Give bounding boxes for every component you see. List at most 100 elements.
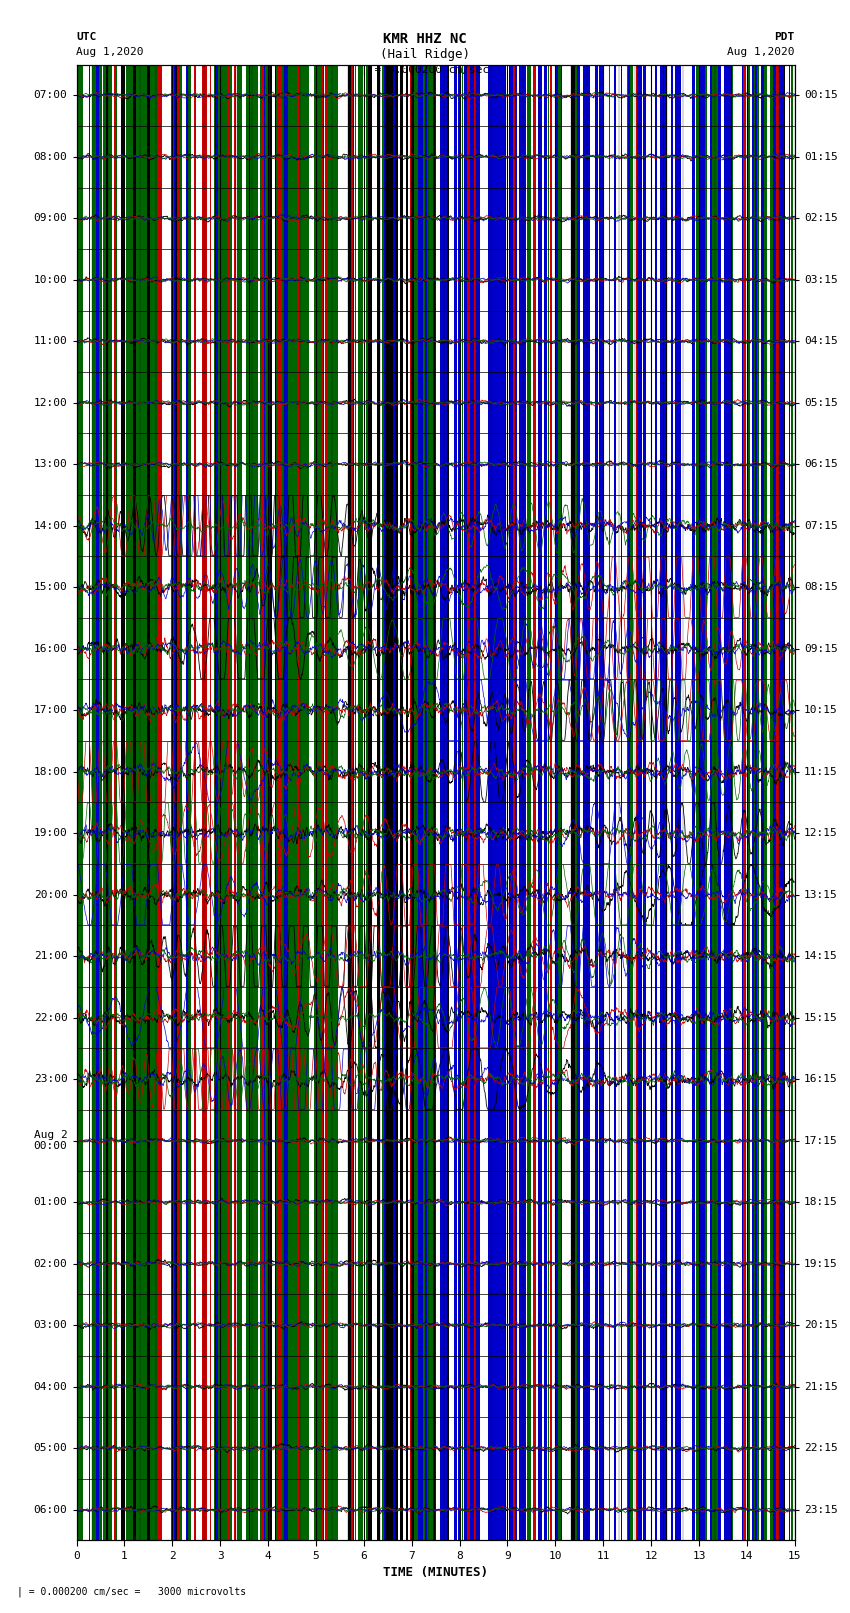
Bar: [538, 65, 541, 1540]
Bar: [131, 65, 133, 1540]
Bar: [246, 65, 249, 1540]
Bar: [544, 65, 547, 1540]
Bar: [651, 65, 652, 1540]
Bar: [508, 65, 510, 1540]
Bar: [510, 65, 513, 1540]
Bar: [417, 65, 419, 1540]
Bar: [678, 65, 681, 1540]
Bar: [628, 65, 630, 1540]
Bar: [116, 65, 117, 1540]
Bar: [128, 65, 129, 1540]
Bar: [286, 65, 288, 1540]
Bar: [570, 65, 571, 1540]
Bar: [513, 65, 515, 1540]
Bar: [747, 65, 751, 1540]
Bar: [429, 65, 434, 1540]
Bar: [476, 65, 479, 1540]
Bar: [230, 65, 232, 1540]
Bar: [292, 65, 293, 1540]
Bar: [770, 65, 774, 1540]
Bar: [316, 65, 319, 1540]
Bar: [761, 65, 764, 1540]
Bar: [136, 65, 139, 1540]
Bar: [696, 65, 700, 1540]
Bar: [400, 65, 403, 1540]
Bar: [332, 65, 334, 1540]
Bar: [717, 65, 718, 1540]
Bar: [636, 65, 638, 1540]
Bar: [351, 65, 353, 1540]
Bar: [575, 65, 577, 1540]
Bar: [434, 65, 436, 1540]
Bar: [533, 65, 536, 1540]
Bar: [218, 65, 219, 1540]
Bar: [491, 65, 494, 1540]
Bar: [595, 65, 598, 1540]
Bar: [577, 65, 580, 1540]
Bar: [237, 65, 241, 1540]
Bar: [474, 65, 475, 1540]
Bar: [638, 65, 639, 1540]
Bar: [216, 65, 218, 1540]
Bar: [264, 65, 265, 1540]
Bar: [556, 65, 558, 1540]
Bar: [599, 65, 603, 1540]
Bar: [261, 65, 263, 1540]
Bar: [241, 65, 242, 1540]
Bar: [756, 65, 758, 1540]
Bar: [328, 65, 332, 1540]
Bar: [583, 65, 586, 1540]
Bar: [305, 65, 309, 1540]
Bar: [479, 65, 480, 1540]
Bar: [348, 65, 351, 1540]
Bar: [368, 65, 371, 1540]
Bar: [201, 65, 204, 1540]
X-axis label: TIME (MINUTES): TIME (MINUTES): [383, 1566, 488, 1579]
Bar: [222, 65, 224, 1540]
Bar: [515, 65, 517, 1540]
Bar: [144, 65, 147, 1540]
Bar: [147, 65, 150, 1540]
Bar: [586, 65, 588, 1540]
Bar: [263, 65, 264, 1540]
Bar: [139, 65, 141, 1540]
Bar: [275, 65, 278, 1540]
Bar: [108, 65, 111, 1540]
Bar: [283, 65, 284, 1540]
Bar: [410, 65, 411, 1540]
Bar: [158, 65, 162, 1540]
Bar: [385, 65, 388, 1540]
Bar: [639, 65, 641, 1540]
Bar: [500, 65, 502, 1540]
Bar: [194, 65, 196, 1540]
Bar: [390, 65, 393, 1540]
Bar: [367, 65, 368, 1540]
Bar: [179, 65, 182, 1540]
Bar: [711, 65, 715, 1540]
Bar: [106, 65, 108, 1540]
Bar: [693, 65, 695, 1540]
Bar: [780, 65, 784, 1540]
Bar: [175, 65, 177, 1540]
Bar: [256, 65, 258, 1540]
Bar: [706, 65, 707, 1540]
Bar: [103, 65, 106, 1540]
Bar: [227, 65, 230, 1540]
Bar: [630, 65, 633, 1540]
Text: (Hail Ridge): (Hail Ridge): [380, 48, 470, 61]
Bar: [172, 65, 174, 1540]
Bar: [281, 65, 282, 1540]
Bar: [121, 65, 124, 1540]
Bar: [334, 65, 337, 1540]
Bar: [278, 65, 281, 1540]
Text: KMR HHZ NC: KMR HHZ NC: [383, 32, 467, 47]
Bar: [293, 65, 298, 1540]
Bar: [114, 65, 116, 1540]
Bar: [204, 65, 207, 1540]
Bar: [498, 65, 500, 1540]
Bar: [701, 65, 704, 1540]
Bar: [250, 65, 253, 1540]
Bar: [411, 65, 414, 1540]
Bar: [454, 65, 457, 1540]
Bar: [422, 65, 425, 1540]
